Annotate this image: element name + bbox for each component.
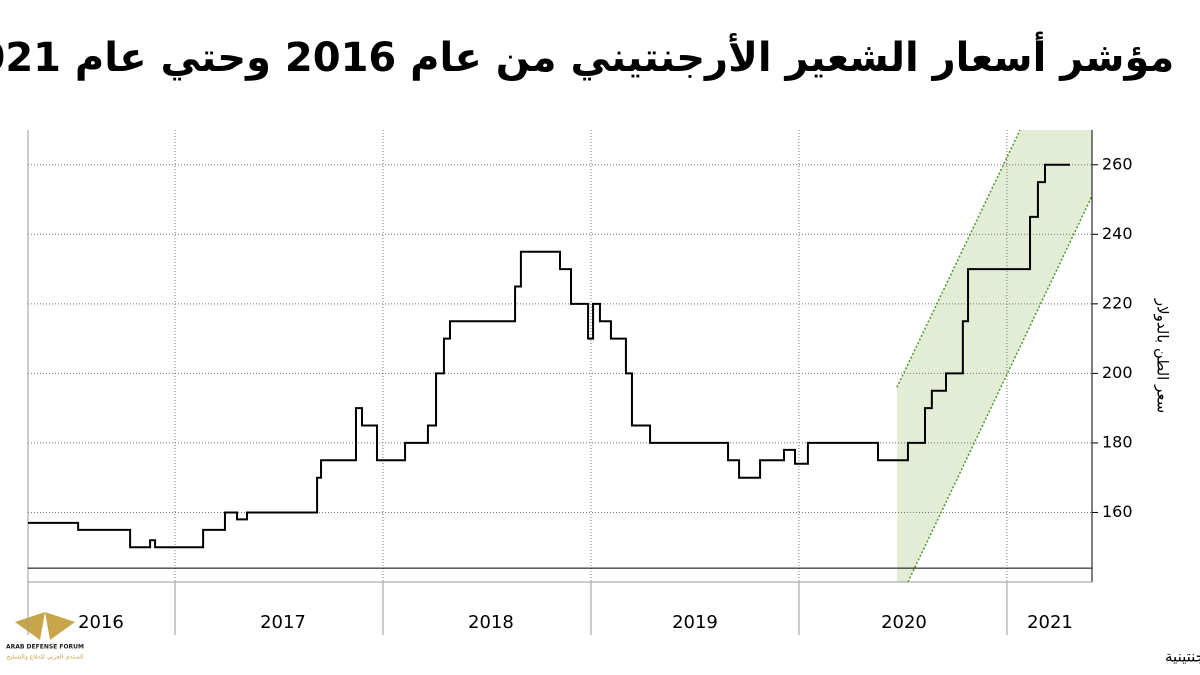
logo-wings — [15, 612, 75, 640]
trend-band — [896, 130, 1092, 582]
trend-line — [896, 129, 1021, 388]
y-tick-label: 160 — [1102, 502, 1133, 521]
y-tick-label: 220 — [1102, 293, 1133, 312]
logo-name: ARAB DEFENSE FORUM — [6, 644, 84, 651]
chart-title: مؤشر أسعار الشعير الأرجنتيني من عام 2016… — [0, 31, 1174, 81]
x-tick-label: 2021 — [1027, 612, 1073, 633]
x-tick-label: 2018 — [468, 612, 514, 633]
logo-subtitle: المنتدى العربي للدفاع والتسليح — [7, 654, 84, 661]
source: المصدر: وزارة الزراعة الأرجنتينية — [1165, 647, 1200, 666]
y-tick-label: 240 — [1102, 224, 1133, 243]
y-tick-label: 200 — [1102, 363, 1133, 382]
x-tick-label: 2017 — [260, 612, 306, 633]
trend-line — [907, 195, 1093, 583]
price-line — [28, 163, 1070, 549]
y-axis-label: سعر الطن بالدولار — [1154, 298, 1172, 413]
logo: ARAB DEFENSE FORUM المنتدى العربي للدفاع… — [6, 612, 84, 661]
x-tick-label: 2016 — [78, 612, 124, 633]
y-tick-label: 180 — [1102, 432, 1133, 451]
x-tick-label: 2020 — [881, 612, 927, 633]
x-tick-label: 2019 — [672, 612, 718, 633]
y-tick-label: 260 — [1102, 154, 1133, 173]
